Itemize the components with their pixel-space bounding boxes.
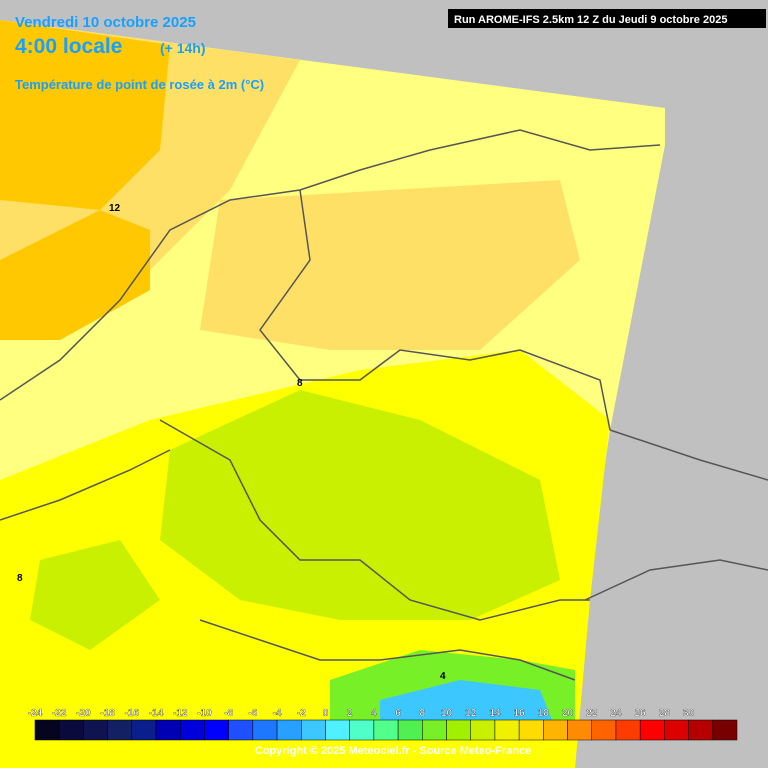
legend-label: -6 <box>248 708 257 719</box>
legend-swatch <box>83 719 108 741</box>
legend-label: 6 <box>395 708 401 719</box>
legend-label: 4 <box>371 708 377 719</box>
legend-swatch <box>155 719 181 741</box>
legend-swatch <box>107 719 133 741</box>
legend-swatch <box>494 719 520 741</box>
legend-swatch <box>397 719 423 741</box>
legend-swatch <box>664 719 689 741</box>
legend-label: -4 <box>273 708 282 719</box>
time: 4:00 locale <box>15 35 122 58</box>
legend-swatch <box>349 719 375 741</box>
legend-swatch <box>518 719 544 741</box>
legend-swatch <box>58 719 84 741</box>
legend-label: 12 <box>465 708 477 719</box>
contour-label: 4 <box>440 671 446 682</box>
contour-label: 8 <box>297 378 303 389</box>
zone-cool-2 <box>30 540 160 650</box>
contour-label: 12 <box>109 203 121 214</box>
legend-label: 30 <box>683 708 695 719</box>
legend-label: -12 <box>173 708 188 719</box>
legend-label: 8 <box>420 708 426 719</box>
borders <box>0 129 768 681</box>
legend-label: 16 <box>514 708 526 719</box>
run-box <box>448 9 766 28</box>
legend-label: -2 <box>297 708 306 719</box>
legend-label: 24 <box>610 708 622 719</box>
legend-label: 2 <box>347 708 353 719</box>
legend-swatch <box>301 719 326 741</box>
legend-label: 0 <box>323 708 329 719</box>
legend-label: -8 <box>224 708 233 719</box>
legend: -24 -22 -20 -18 -16 -14 -12 -10 -8 -6 -4 -2 0 2 4 6 8 10 1… <box>28 708 738 741</box>
contour-label: 8 <box>17 573 23 584</box>
legend-swatch <box>373 719 399 741</box>
legend-swatch <box>228 719 254 741</box>
legend-swatch <box>688 719 714 741</box>
parameter: Température de point de rosée à 2m (°C) <box>15 77 264 92</box>
legend-label: 26 <box>635 708 647 719</box>
zone-cool <box>160 390 560 620</box>
legend-label: 28 <box>659 708 671 719</box>
offset: (+ 14h) <box>160 40 206 56</box>
legend-swatch <box>446 719 471 741</box>
legend-label: -22 <box>52 708 67 719</box>
legend-label: -20 <box>76 708 91 719</box>
legend-label: 20 <box>562 708 574 719</box>
legend-label: -14 <box>149 708 164 719</box>
run-info: Run AROME-IFS 2.5km 12 Z du Jeudi 9 octo… <box>454 14 727 26</box>
legend-label: -24 <box>28 708 43 719</box>
legend-label: 18 <box>538 708 550 719</box>
legend-swatch <box>615 719 641 741</box>
legend-swatch <box>543 719 568 741</box>
legend-swatch <box>639 719 665 741</box>
legend-swatch <box>276 719 302 741</box>
zone-warmer <box>0 20 170 210</box>
legend-swatch <box>131 719 157 741</box>
legend-label: -18 <box>100 708 115 719</box>
date: Vendredi 10 octobre 2025 <box>15 14 196 31</box>
legend-swatch <box>325 719 350 741</box>
legend-swatch <box>252 719 278 741</box>
legend-label: 10 <box>441 708 453 719</box>
legend-swatch <box>591 719 617 741</box>
zone-warm-2 <box>200 180 580 350</box>
copyright: Copyright © 2025 Meteociel.fr - Source M… <box>255 745 531 757</box>
legend-swatch <box>712 719 738 741</box>
legend-swatch <box>34 719 60 741</box>
legend-swatch <box>567 719 593 741</box>
legend-swatch <box>422 719 447 741</box>
legend-label: -10 <box>197 708 212 719</box>
legend-swatch <box>470 719 496 741</box>
legend-swatch <box>204 719 229 741</box>
legend-label: 14 <box>489 708 501 719</box>
legend-label: -16 <box>125 708 140 719</box>
legend-label: 22 <box>586 708 598 719</box>
legend-swatch <box>179 719 205 741</box>
